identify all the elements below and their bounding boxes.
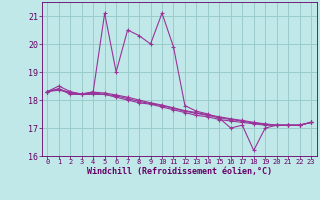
X-axis label: Windchill (Refroidissement éolien,°C): Windchill (Refroidissement éolien,°C) bbox=[87, 167, 272, 176]
